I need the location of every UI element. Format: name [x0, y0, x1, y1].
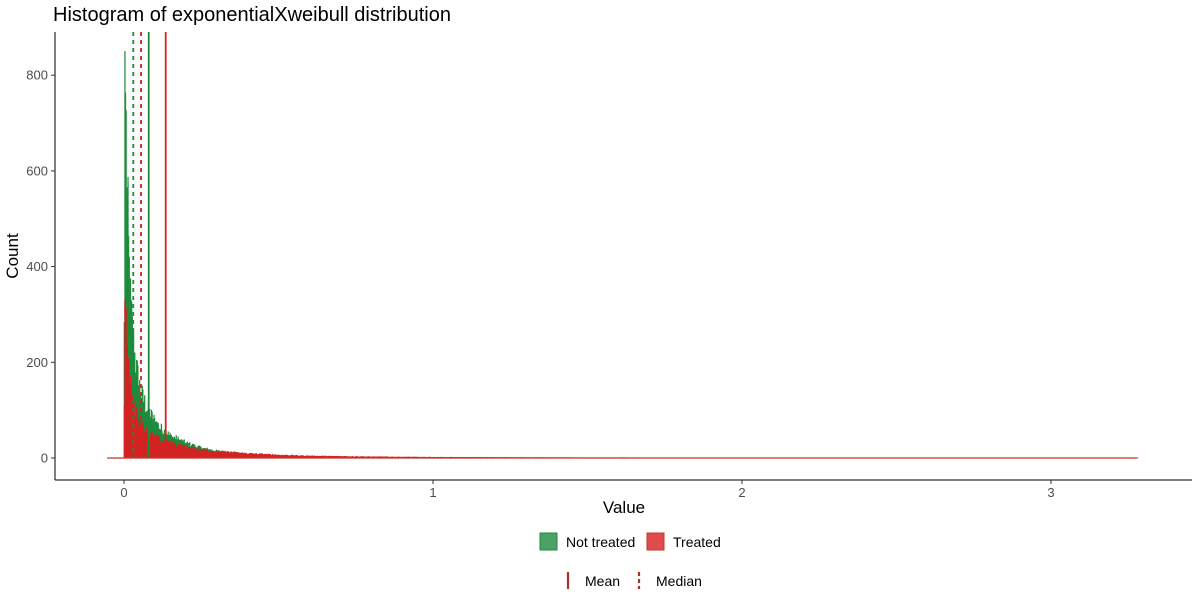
line-legend: Mean Median: [566, 572, 702, 589]
legend-swatch: [539, 532, 558, 551]
x-tick-label: 2: [738, 485, 745, 500]
y-tick-label: 600: [26, 163, 48, 178]
x-axis-title: Value: [603, 498, 645, 517]
legend-label: Not treated: [566, 534, 635, 550]
treated-histogram: [123, 299, 1139, 459]
x-tick-label: 1: [429, 485, 436, 500]
mean-median-lines: [132, 32, 167, 458]
x-tick-label: 0: [120, 485, 127, 500]
legend-swatch: [646, 532, 665, 551]
y-axis-title: Count: [3, 233, 22, 279]
not-treated-bars: [123, 50, 1139, 459]
legend-label: Treated: [673, 534, 721, 550]
legend-label: Mean: [585, 573, 620, 589]
y-tick-label: 400: [26, 259, 48, 274]
y-tick-label: 800: [26, 68, 48, 83]
legend-label: Median: [656, 573, 702, 589]
fill-legend: Not treated Treated: [539, 532, 721, 551]
x-tick-label: 3: [1047, 485, 1054, 500]
y-axis-ticks: 0 200 400 600 800: [26, 68, 55, 466]
chart-title: Histogram of exponentialXweibull distrib…: [53, 4, 451, 26]
not-treated-histogram: [123, 50, 1139, 459]
y-tick-label: 0: [41, 451, 48, 466]
treated-bars: [123, 299, 1139, 459]
y-tick-label: 200: [26, 355, 48, 370]
x-axis-ticks: 0 1 2 3: [120, 480, 1055, 500]
